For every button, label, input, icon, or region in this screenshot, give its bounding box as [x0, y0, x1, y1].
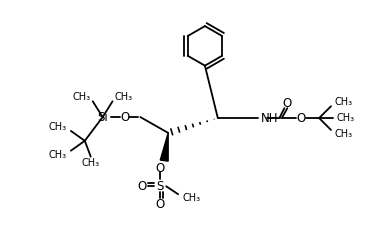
Text: CH₃: CH₃ [73, 92, 91, 102]
Text: CH₃: CH₃ [335, 129, 353, 139]
Text: O: O [156, 198, 165, 211]
Text: Si: Si [97, 111, 108, 124]
Text: CH₃: CH₃ [82, 157, 100, 168]
Text: CH₃: CH₃ [114, 92, 133, 102]
Text: CH₃: CH₃ [49, 150, 67, 160]
Text: NH: NH [260, 112, 278, 124]
Text: CH₃: CH₃ [49, 122, 67, 132]
Polygon shape [160, 133, 168, 161]
Text: O: O [120, 111, 129, 124]
Text: CH₃: CH₃ [335, 97, 353, 107]
Text: O: O [283, 97, 292, 110]
Text: O: O [138, 180, 147, 193]
Text: CH₃: CH₃ [337, 113, 355, 123]
Text: O: O [156, 162, 165, 175]
Text: O: O [296, 112, 306, 124]
Text: CH₃: CH₃ [182, 193, 200, 203]
Text: S: S [156, 180, 164, 193]
